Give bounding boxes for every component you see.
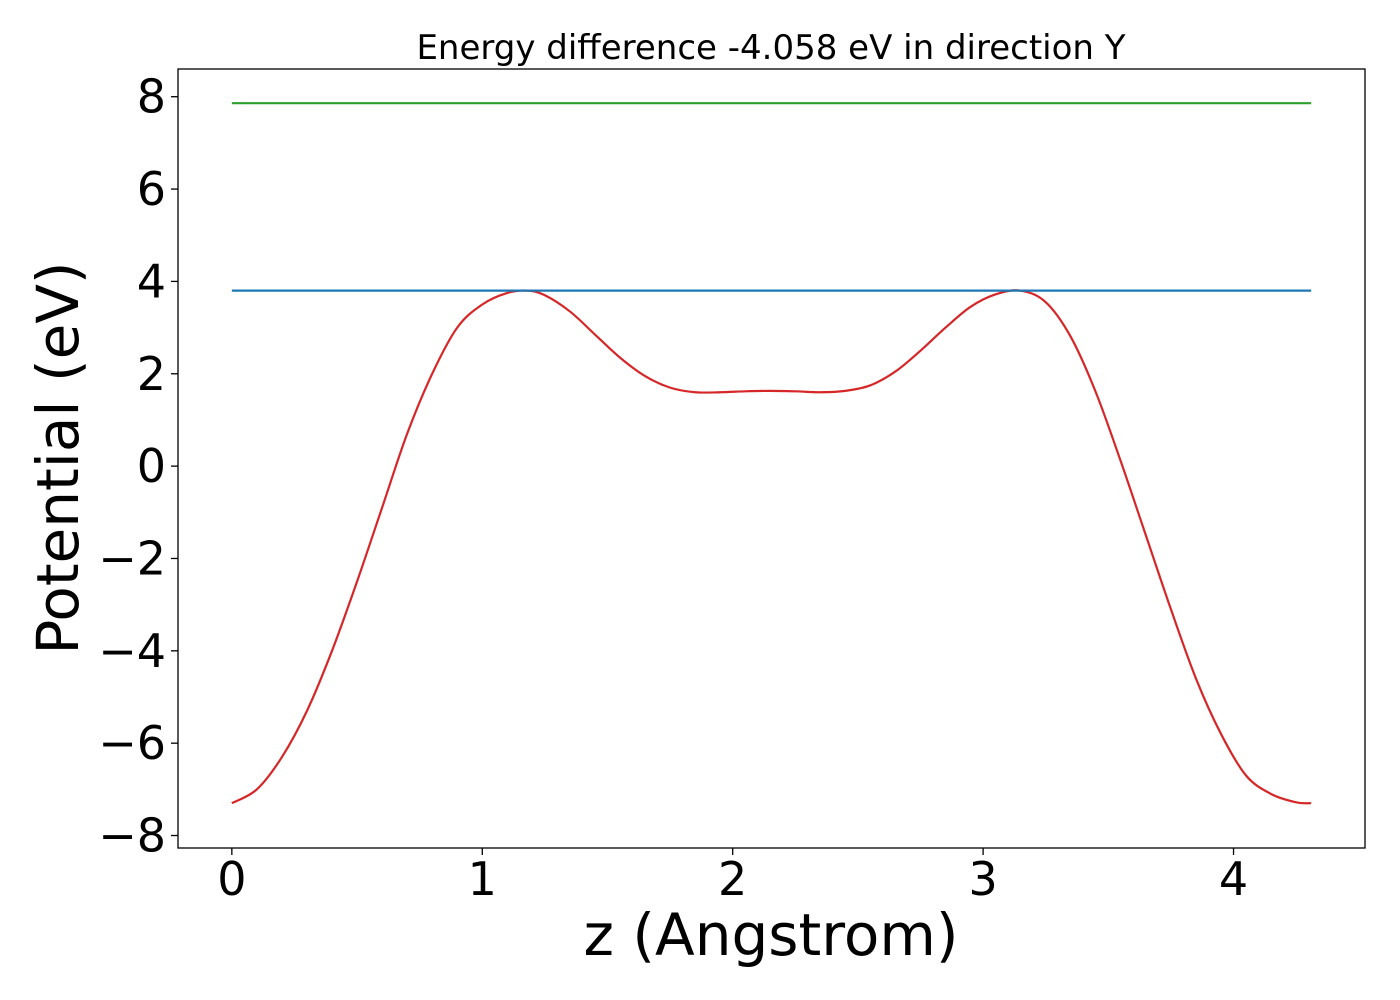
series-line-1 <box>231 289 1312 805</box>
series-layer <box>231 102 1312 805</box>
y-tick-label: −2 <box>98 531 166 585</box>
y-tick-label: 4 <box>137 254 166 308</box>
y-tick-label: 8 <box>137 70 166 124</box>
y-tick-label: 2 <box>137 347 166 401</box>
chart-title: Energy difference -4.058 eV in direction… <box>416 28 1125 68</box>
y-axis-title: Potential (eV) <box>24 261 92 654</box>
x-tick-label: 0 <box>217 852 246 906</box>
y-tick-label: 0 <box>137 439 166 493</box>
x-tick-label: 3 <box>968 852 997 906</box>
x-axis-title: z (Angstrom) <box>584 901 959 969</box>
x-axis-ticks: 0 1 2 3 4 <box>217 848 1248 906</box>
x-tick-label: 4 <box>1219 852 1248 906</box>
y-axis-ticks: −8 −6 −4 −2 0 2 4 6 8 <box>98 70 178 863</box>
y-tick-label: −6 <box>98 716 166 770</box>
y-tick-label: 6 <box>137 162 166 216</box>
y-tick-label: −4 <box>98 624 166 678</box>
y-tick-label: −8 <box>98 809 166 863</box>
x-tick-label: 1 <box>468 852 497 906</box>
x-tick-label: 2 <box>718 852 747 906</box>
plot-area-frame <box>177 68 1366 849</box>
